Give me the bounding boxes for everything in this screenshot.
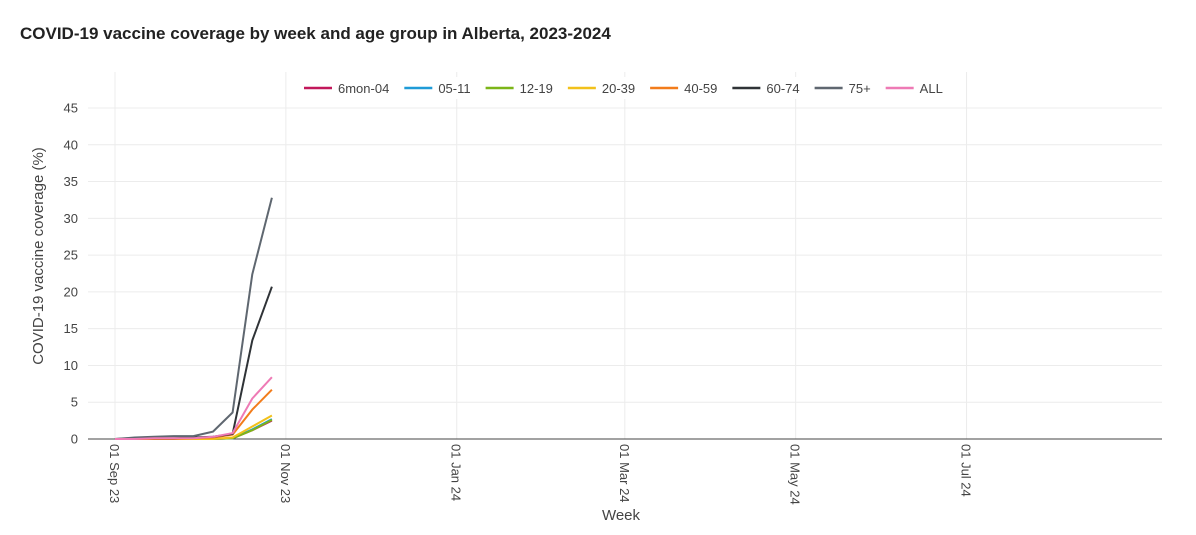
legend-label: 05-11 bbox=[438, 81, 470, 96]
chart-title: COVID-19 vaccine coverage by week and ag… bbox=[20, 24, 611, 43]
y-axis-title: COVID-19 vaccine coverage (%) bbox=[30, 147, 47, 365]
legend-label: ALL bbox=[920, 81, 943, 96]
x-tick-label: 01 Nov 23 bbox=[278, 444, 293, 503]
y-tick-label: 10 bbox=[64, 358, 78, 373]
legend-label: 60-74 bbox=[766, 81, 799, 96]
legend-label: 6mon-04 bbox=[338, 81, 389, 96]
legend-item[interactable]: 75+ bbox=[814, 81, 871, 96]
legend[interactable]: 6mon-04 05-11 12-19 20-39 40-59 60-74 75+ ALL bbox=[298, 77, 946, 99]
legend-item[interactable]: 20-39 bbox=[567, 81, 635, 96]
legend-item[interactable]: ALL bbox=[885, 81, 943, 96]
y-axis-ticks: 0 5 10 15 20 25 30 35 40 45 bbox=[64, 101, 78, 447]
series-lines bbox=[114, 197, 273, 440]
y-tick-label: 15 bbox=[64, 321, 78, 336]
gridlines bbox=[88, 72, 1162, 439]
y-tick-label: 0 bbox=[71, 432, 78, 447]
x-tick-label: 01 Mar 24 bbox=[617, 444, 632, 503]
y-tick-label: 20 bbox=[64, 284, 78, 299]
legend-item[interactable]: 05-11 bbox=[404, 81, 471, 96]
x-tick-label: 01 Sep 23 bbox=[107, 444, 122, 503]
legend-item[interactable]: 60-74 bbox=[732, 81, 800, 96]
legend-item[interactable]: 12-19 bbox=[485, 81, 553, 96]
legend-label: 20-39 bbox=[602, 81, 635, 96]
y-tick-label: 5 bbox=[71, 395, 78, 410]
x-axis-title: Week bbox=[602, 507, 641, 524]
series-line-all[interactable] bbox=[115, 376, 273, 440]
legend-background bbox=[298, 77, 946, 99]
legend-item[interactable]: 40-59 bbox=[650, 81, 717, 96]
x-tick-label: 01 Jan 24 bbox=[449, 444, 464, 501]
x-tick-label: 01 May 24 bbox=[788, 444, 803, 505]
y-tick-label: 45 bbox=[64, 101, 78, 116]
x-tick-label: 01 Jul 24 bbox=[959, 444, 974, 497]
legend-item[interactable]: 6mon-04 bbox=[304, 81, 389, 96]
series-line-75-[interactable] bbox=[114, 197, 273, 440]
y-tick-label: 35 bbox=[64, 174, 78, 189]
legend-label: 75+ bbox=[849, 81, 871, 96]
y-tick-label: 40 bbox=[64, 137, 78, 152]
y-tick-label: 30 bbox=[64, 211, 78, 226]
y-tick-label: 25 bbox=[64, 248, 78, 263]
x-axis-ticks: 01 Sep 23 01 Nov 23 01 Jan 24 01 Mar 24 01 M… bbox=[107, 444, 974, 505]
legend-label: 12-19 bbox=[520, 81, 553, 96]
legend-label: 40-59 bbox=[684, 81, 717, 96]
